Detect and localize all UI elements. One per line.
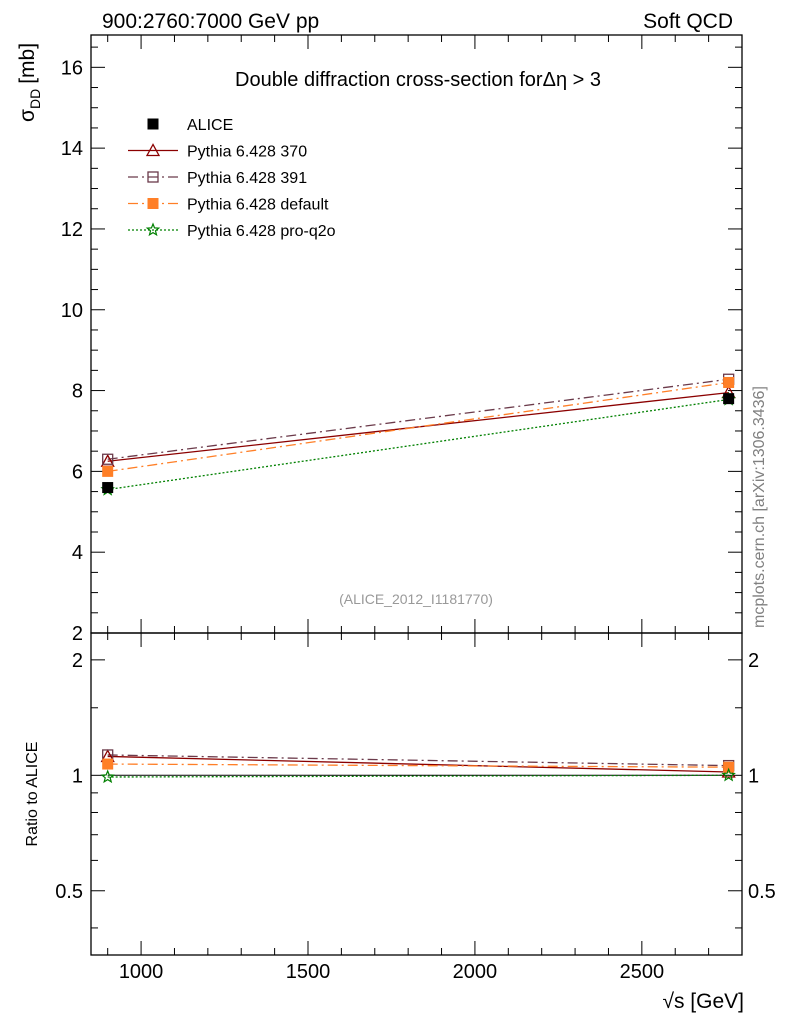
ratio-line-1 — [107, 755, 729, 773]
main-y-tick-label: 12 — [61, 219, 83, 241]
main-y-tick-label: 16 — [61, 57, 83, 79]
legend-item-2: Pythia 6.428 391 — [128, 170, 307, 187]
main-x-ticks — [107, 35, 743, 633]
y-label-sub: DD — [27, 89, 43, 109]
main-title: Double diffraction cross-section forΔη >… — [235, 69, 601, 91]
legend-label-4: Pythia 6.428 pro-q2o — [187, 223, 336, 240]
main-y-ticks: 2 4 6 8 10 12 14 16 — [61, 46, 742, 645]
ratio-frame — [90, 632, 743, 956]
legend-marker-0 — [147, 118, 159, 130]
x-tick-label: 2500 — [620, 961, 665, 983]
x-tick-label: 2000 — [453, 961, 498, 983]
x-axis-label: √s [GeV] — [662, 990, 744, 1013]
main-point-0-1 — [723, 393, 735, 405]
legend-item-0: ALICE — [147, 117, 233, 134]
y-label-symbol: σ — [16, 109, 39, 122]
legend-label-3: Pythia 6.428 default — [187, 197, 329, 214]
ratio-y-ticks: 0.5 0.5 1 1 2 2 — [55, 650, 776, 929]
main-y-tick-label: 14 — [61, 138, 83, 160]
header-right: Soft QCD — [643, 10, 733, 33]
main-point-3-1 — [723, 376, 735, 388]
legend-item-3: Pythia 6.428 default — [128, 197, 329, 214]
ratio-point-3-1 — [723, 761, 735, 773]
main-y-tick-label: 8 — [72, 381, 83, 403]
main-y-tick-label: 6 — [72, 461, 83, 483]
main-panel: 2 4 6 8 10 12 14 16 Double diffraction cross-se… — [16, 34, 743, 645]
y-label-unit: [mb] — [16, 43, 39, 84]
ratio-x-ticks: 1000 1500 2000 2500 — [107, 633, 743, 983]
ratio-y-tick-label-left: 2 — [72, 650, 83, 672]
ratio-line-4 — [107, 774, 729, 778]
ratio-series — [100, 749, 736, 784]
ratio-line-2 — [107, 754, 729, 767]
main-y-tick-label: 2 — [72, 623, 83, 645]
ratio-point-4-0 — [100, 769, 115, 784]
reference-label: (ALICE_2012_I1181770) — [339, 591, 493, 607]
legend-item-4: Pythia 6.428 pro-q2o — [128, 222, 336, 240]
ratio-y-tick-label-right: 1 — [748, 765, 759, 787]
header-left: 900:2760:7000 GeV pp — [102, 10, 319, 33]
main-y-label: σDD [mb] — [16, 43, 43, 122]
main-title-text: Double diffraction cross-section for — [235, 69, 543, 91]
ratio-panel: 0.5 0.5 1 1 2 2 1000 1500 2000 2500 Ratio to ALI… — [24, 632, 776, 1013]
ratio-y-label-text: Ratio to ALICE — [24, 742, 41, 847]
ratio-y-tick-label-right: 2 — [748, 650, 759, 672]
main-point-2-0 — [102, 453, 114, 465]
legend-marker-3 — [147, 198, 159, 209]
legend-marker-1 — [145, 143, 161, 157]
main-line-4 — [107, 398, 729, 491]
legend-item-1: Pythia 6.428 370 — [128, 143, 307, 161]
x-tick-label: 1500 — [286, 961, 331, 983]
main-line-3 — [107, 381, 729, 473]
legend-label-1: Pythia 6.428 370 — [187, 144, 307, 161]
x-tick-label: 1000 — [119, 961, 164, 983]
ratio-y-tick-label-right: 0.5 — [748, 881, 776, 903]
ratio-point-3-0 — [102, 758, 114, 770]
svg-text:σDD[mb]: σDD [mb] — [16, 43, 43, 122]
main-point-3-0 — [102, 465, 114, 477]
ratio-y-label: Ratio to ALICE — [24, 742, 41, 847]
main-line-2 — [107, 378, 729, 460]
watermark: mcplots.cern.ch [arXiv:1306.3436] — [751, 386, 768, 628]
ratio-point-4-1 — [721, 767, 736, 782]
legend-marker-4 — [145, 222, 161, 237]
ratio-y-tick-label-left: 1 — [72, 765, 83, 787]
main-series — [100, 373, 736, 496]
watermark-text: mcplots.cern.ch [arXiv:1306.3436] — [751, 386, 768, 628]
main-title-suffix: Δη > 3 — [543, 69, 601, 91]
main-point-0-0 — [102, 482, 114, 494]
legend-label-0: ALICE — [187, 117, 233, 134]
legend-marker-2 — [147, 171, 159, 183]
legend-label-2: Pythia 6.428 391 — [187, 170, 307, 187]
main-line-1 — [107, 391, 729, 462]
main-y-tick-label: 4 — [72, 542, 83, 564]
ratio-y-tick-label-left: 0.5 — [55, 881, 83, 903]
main-y-tick-label: 10 — [61, 300, 83, 322]
ratio-line-3 — [107, 763, 729, 768]
legend: ALICE Pythia 6.428 370 Pythia 6.428 391 Pyt… — [128, 117, 336, 240]
